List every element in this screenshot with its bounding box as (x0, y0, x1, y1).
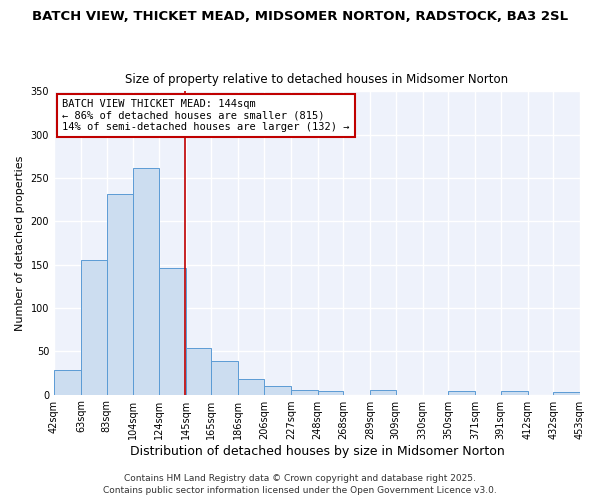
Text: Contains HM Land Registry data © Crown copyright and database right 2025.
Contai: Contains HM Land Registry data © Crown c… (103, 474, 497, 495)
Text: BATCH VIEW THICKET MEAD: 144sqm
← 86% of detached houses are smaller (815)
14% o: BATCH VIEW THICKET MEAD: 144sqm ← 86% of… (62, 99, 349, 132)
Y-axis label: Number of detached properties: Number of detached properties (15, 156, 25, 330)
Bar (81, 260, 107, 394)
Bar (264, 386, 291, 394)
Bar (317, 391, 343, 394)
Text: BATCH VIEW, THICKET MEAD, MIDSOMER NORTON, RADSTOCK, BA3 2SL: BATCH VIEW, THICKET MEAD, MIDSOMER NORTO… (32, 10, 568, 23)
Bar (291, 390, 317, 394)
Bar (500, 391, 527, 394)
Bar (211, 361, 238, 394)
Bar (133, 168, 159, 394)
Bar (553, 392, 580, 394)
Bar (370, 390, 396, 394)
Bar (186, 348, 211, 395)
Bar (448, 391, 475, 394)
Bar (159, 268, 186, 394)
X-axis label: Distribution of detached houses by size in Midsomer Norton: Distribution of detached houses by size … (130, 444, 505, 458)
Bar (107, 194, 133, 394)
Bar (54, 370, 81, 394)
Title: Size of property relative to detached houses in Midsomer Norton: Size of property relative to detached ho… (125, 73, 509, 86)
Bar (238, 379, 264, 394)
